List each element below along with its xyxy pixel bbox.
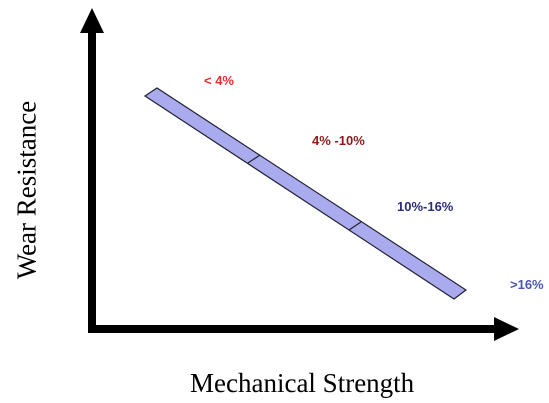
band-divider-2 [348, 221, 362, 231]
y-axis-arrowhead [80, 8, 104, 33]
x-axis-label: Mechanical Strength [190, 368, 415, 398]
range-label-lt-4: < 4% [204, 73, 234, 88]
range-label-gt-16: >16% [510, 277, 544, 292]
x-axis-arrowhead [494, 317, 519, 341]
range-label-10-16: 10%-16% [397, 199, 454, 214]
band-divider-1 [247, 154, 261, 164]
range-label-4-10: 4% -10% [312, 133, 365, 148]
diagonal-band [143, 87, 468, 300]
y-axis-label: Wear Resistance [11, 100, 42, 280]
